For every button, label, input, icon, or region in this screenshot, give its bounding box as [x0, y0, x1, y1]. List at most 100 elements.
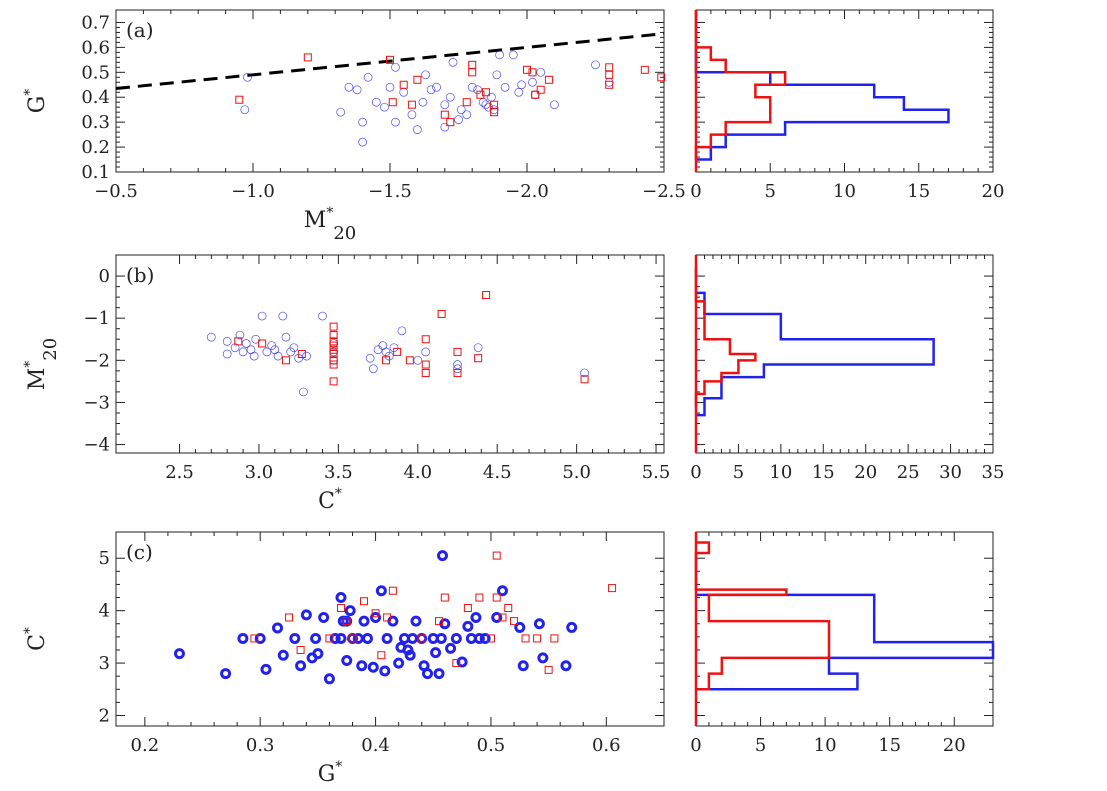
data-point-red-square	[468, 60, 477, 69]
data-point-blue-circle	[257, 311, 267, 321]
data-point-blue-circle	[448, 57, 458, 67]
data-point-blue-circle	[243, 72, 252, 82]
data-point-blue-circle	[397, 326, 407, 336]
x-tick-label: 0.2	[131, 735, 160, 756]
data-point-red-square	[421, 335, 430, 344]
y-axis-title-sup: *	[22, 361, 38, 368]
data-point-blue-circle	[517, 660, 529, 672]
x-tick-label: 15	[907, 181, 930, 202]
data-point-red-square	[510, 617, 519, 626]
data-point-blue-circle	[375, 585, 387, 597]
x-tick-label: 25	[897, 462, 920, 483]
data-point-red-square	[250, 634, 259, 643]
data-point-blue-circle	[445, 92, 455, 102]
y-tick-label: −1	[83, 308, 110, 329]
x-tick-label: 20	[854, 462, 877, 483]
data-point-red-square	[285, 613, 294, 622]
data-point-blue-circle	[473, 632, 485, 644]
data-point-blue-circle	[440, 100, 450, 110]
data-point-blue-circle	[591, 60, 600, 70]
data-point-red-square	[388, 586, 397, 595]
data-point-red-square	[608, 584, 617, 593]
y-axis-title-main: G	[25, 96, 50, 114]
x-tick-label: 3.0	[245, 462, 274, 483]
data-point-blue-circle	[439, 618, 451, 630]
data-point-blue-circle	[528, 77, 537, 87]
data-point-blue-circle	[481, 100, 491, 110]
x-tick-label: 5.5	[642, 462, 671, 483]
data-point-blue-circle	[373, 345, 383, 355]
y-tick-label: 0.2	[81, 137, 110, 158]
data-point-red-square	[399, 80, 408, 89]
data-point-blue-circle	[566, 621, 578, 633]
data-point-red-square	[486, 634, 495, 643]
data-point-blue-circle	[421, 347, 431, 357]
data-point-blue-circle	[393, 657, 405, 669]
data-point-blue-circle	[318, 611, 330, 623]
data-point-red-square	[657, 73, 666, 82]
data-point-blue-circle	[495, 50, 504, 60]
y-axis-title-sup: *	[22, 627, 38, 634]
data-point-red-square	[336, 604, 345, 613]
data-point-red-square	[342, 617, 351, 626]
data-point-blue-circle	[302, 351, 311, 361]
x-tick-label: 15	[812, 462, 835, 483]
data-point-red-square	[453, 368, 462, 377]
data-point-red-square	[281, 356, 290, 365]
data-point-blue-circle	[272, 622, 284, 634]
x-tick-label: 0.5	[477, 735, 506, 756]
data-point-blue-circle	[399, 87, 409, 97]
data-point-blue-circle	[450, 632, 462, 644]
data-point-blue-circle	[273, 351, 283, 361]
x-tick-label: −2.0	[505, 181, 549, 202]
data-point-red-square	[544, 75, 553, 84]
x-tick-label: 35	[982, 462, 1005, 483]
y-tick-label: 4	[99, 601, 110, 622]
data-point-blue-circle	[410, 615, 422, 627]
data-point-red-square	[533, 634, 542, 643]
data-point-blue-circle	[436, 550, 448, 562]
data-point-blue-circle	[508, 50, 518, 60]
data-point-blue-circle	[368, 364, 378, 374]
histogram-step-red	[694, 10, 787, 160]
x-axis-title-sub: 20	[333, 223, 356, 244]
data-point-red-square	[440, 593, 449, 602]
data-point-blue-circle	[341, 654, 353, 666]
data-point-blue-circle	[240, 105, 250, 115]
data-point-red-square	[440, 110, 449, 119]
panel-label: (c)	[126, 540, 153, 564]
data-point-blue-circle	[514, 87, 524, 97]
data-point-red-square	[536, 85, 545, 94]
y-axis-title: G*	[22, 89, 50, 114]
data-point-red-square	[258, 339, 267, 348]
y-tick-label: 0.1	[81, 162, 110, 183]
data-point-blue-circle	[391, 62, 400, 72]
data-point-blue-circle	[462, 620, 474, 632]
data-point-blue-circle	[456, 105, 466, 115]
data-point-red-square	[476, 90, 485, 99]
y-tick-label: 5	[99, 548, 110, 569]
data-point-blue-circle	[406, 632, 418, 644]
data-point-blue-circle	[473, 343, 483, 353]
x-tick-label: 0	[690, 735, 701, 756]
data-point-blue-circle	[352, 632, 364, 644]
data-point-red-square	[329, 345, 338, 354]
data-point-blue-circle	[467, 82, 477, 92]
x-tick-label: 30	[939, 462, 962, 483]
data-point-blue-circle	[352, 85, 362, 95]
data-point-blue-circle	[370, 611, 382, 623]
data-point-red-square	[360, 597, 369, 606]
data-point-blue-circle	[380, 102, 389, 112]
data-point-blue-circle	[365, 353, 375, 363]
x-axis-title-sup: *	[335, 759, 342, 775]
x-tick-label: 0	[690, 181, 701, 202]
x-tick-label: 5	[733, 462, 744, 483]
data-point-red-square	[523, 65, 531, 74]
data-point-blue-circle	[295, 660, 307, 672]
histogram-step-blue	[696, 593, 995, 691]
data-point-red-square	[531, 90, 540, 99]
data-point-blue-circle	[470, 611, 482, 623]
data-point-blue-circle	[246, 345, 256, 355]
data-point-red-square	[474, 354, 483, 363]
data-point-blue-circle	[281, 332, 291, 342]
